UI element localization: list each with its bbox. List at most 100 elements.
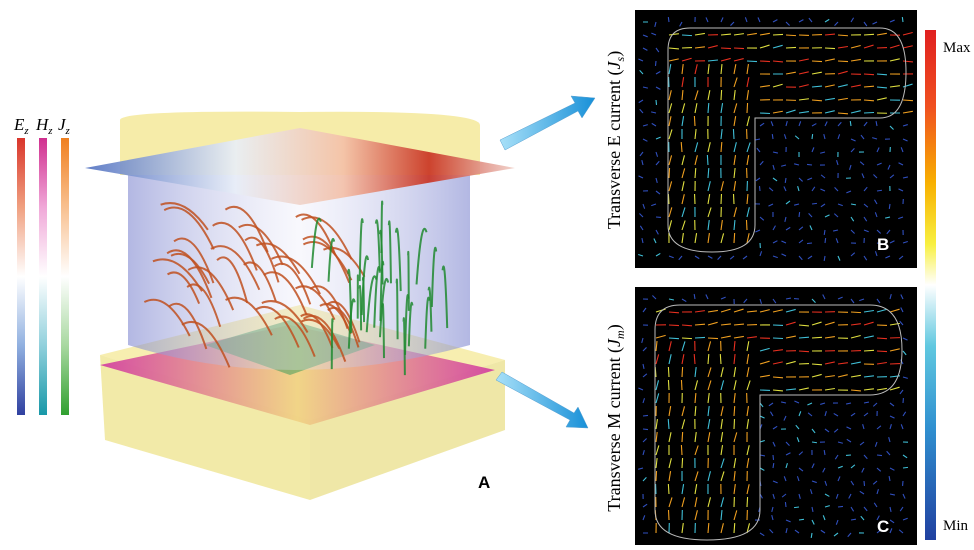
current-arrows: [143, 200, 449, 376]
field-vector: [642, 373, 648, 378]
field-vector: [651, 122, 657, 127]
field-vector: [876, 489, 879, 495]
field-vector: [746, 90, 750, 101]
field-vector: [793, 506, 800, 509]
field-vector: [681, 419, 686, 430]
field-vector: [655, 470, 658, 482]
current-streamline: [274, 315, 316, 358]
field-vector: [768, 203, 774, 207]
current-streamline: [225, 296, 273, 336]
field-vector: [850, 58, 861, 62]
field-vector: [680, 141, 683, 153]
field-vector: [639, 151, 644, 157]
field-vector: [889, 85, 900, 88]
field-vector: [837, 60, 849, 63]
field-vector: [668, 103, 673, 114]
field-vector: [900, 424, 904, 430]
field-vector: [847, 532, 852, 538]
pointer-arrow: [495, 371, 589, 429]
field-vector: [837, 97, 848, 101]
field-vector: [733, 393, 736, 404]
field-vector: [755, 229, 761, 233]
field-vector: [681, 194, 685, 205]
field-vector: [642, 86, 648, 89]
field-vector: [837, 296, 843, 300]
field-vector: [889, 528, 893, 534]
field-vector: [733, 64, 737, 75]
field-vector: [733, 323, 745, 326]
field-vector: [733, 207, 738, 218]
field-vector: [902, 45, 913, 49]
colorbar-e: [17, 138, 25, 415]
field-vector: [694, 380, 699, 391]
current-streamline: [387, 220, 392, 284]
field-vector: [850, 311, 862, 314]
field-vector: [798, 177, 803, 182]
field-vector: [785, 46, 797, 49]
field-vector: [850, 84, 861, 88]
field-vector: [902, 376, 908, 379]
field-vector: [759, 32, 770, 36]
field-vector: [642, 47, 648, 51]
current-streamline: [255, 242, 301, 275]
field-vector: [785, 452, 791, 456]
field-vector: [772, 454, 775, 461]
field-vector: [770, 121, 774, 127]
current-streamline: [310, 217, 322, 269]
field-vector: [824, 121, 828, 127]
field-vector: [694, 233, 698, 244]
field-vector: [863, 412, 869, 417]
field-vector: [720, 458, 725, 469]
field-vector: [900, 147, 904, 153]
field-vector: [798, 467, 804, 472]
field-vector: [681, 298, 687, 303]
field-vector: [902, 124, 908, 127]
field-vector: [720, 445, 724, 456]
field-vector: [707, 419, 711, 430]
field-vector: [811, 133, 814, 140]
field-vector: [759, 360, 770, 365]
field-vector: [707, 181, 711, 192]
field-vector: [860, 134, 865, 140]
field-vector: [785, 441, 790, 446]
field-vector: [863, 388, 874, 391]
current-streamline: [360, 255, 370, 316]
field-vector: [874, 199, 878, 205]
field-vector: [681, 77, 685, 88]
field-vector: [655, 393, 660, 404]
field-vector: [902, 138, 908, 142]
field-vector: [798, 58, 809, 62]
field-vector: [694, 32, 705, 36]
field-vector: [694, 497, 698, 508]
field-vector: [746, 406, 750, 417]
field-vector: [655, 419, 658, 430]
field-vector: [811, 321, 822, 326]
field-vector: [850, 374, 861, 378]
field-vector: [679, 21, 683, 27]
field-vector: [796, 476, 800, 482]
field-vector: [720, 129, 723, 140]
field-vector: [772, 361, 783, 365]
panel-label: B: [877, 235, 889, 254]
field-vector: [707, 45, 718, 49]
panel-title: Transverse E current (Js): [604, 51, 627, 229]
field-vector: [811, 202, 818, 205]
field-vector: [837, 70, 848, 75]
field-vector: [668, 58, 679, 62]
field-vector: [733, 77, 738, 88]
field-vector: [720, 335, 731, 339]
current-streamline: [407, 250, 410, 311]
field-vector: [850, 252, 856, 257]
top-plane: [85, 128, 515, 205]
field-vector: [655, 177, 658, 183]
field-vector: [668, 33, 679, 36]
field-vector: [694, 310, 705, 313]
field-vector: [794, 135, 800, 140]
field-vector: [811, 363, 823, 366]
field-vector: [642, 450, 645, 456]
field-vector: [706, 154, 709, 166]
field-vector: [733, 181, 737, 192]
field-vector: [863, 203, 869, 208]
current-streamline: [263, 271, 308, 316]
field-vector: [863, 321, 874, 326]
